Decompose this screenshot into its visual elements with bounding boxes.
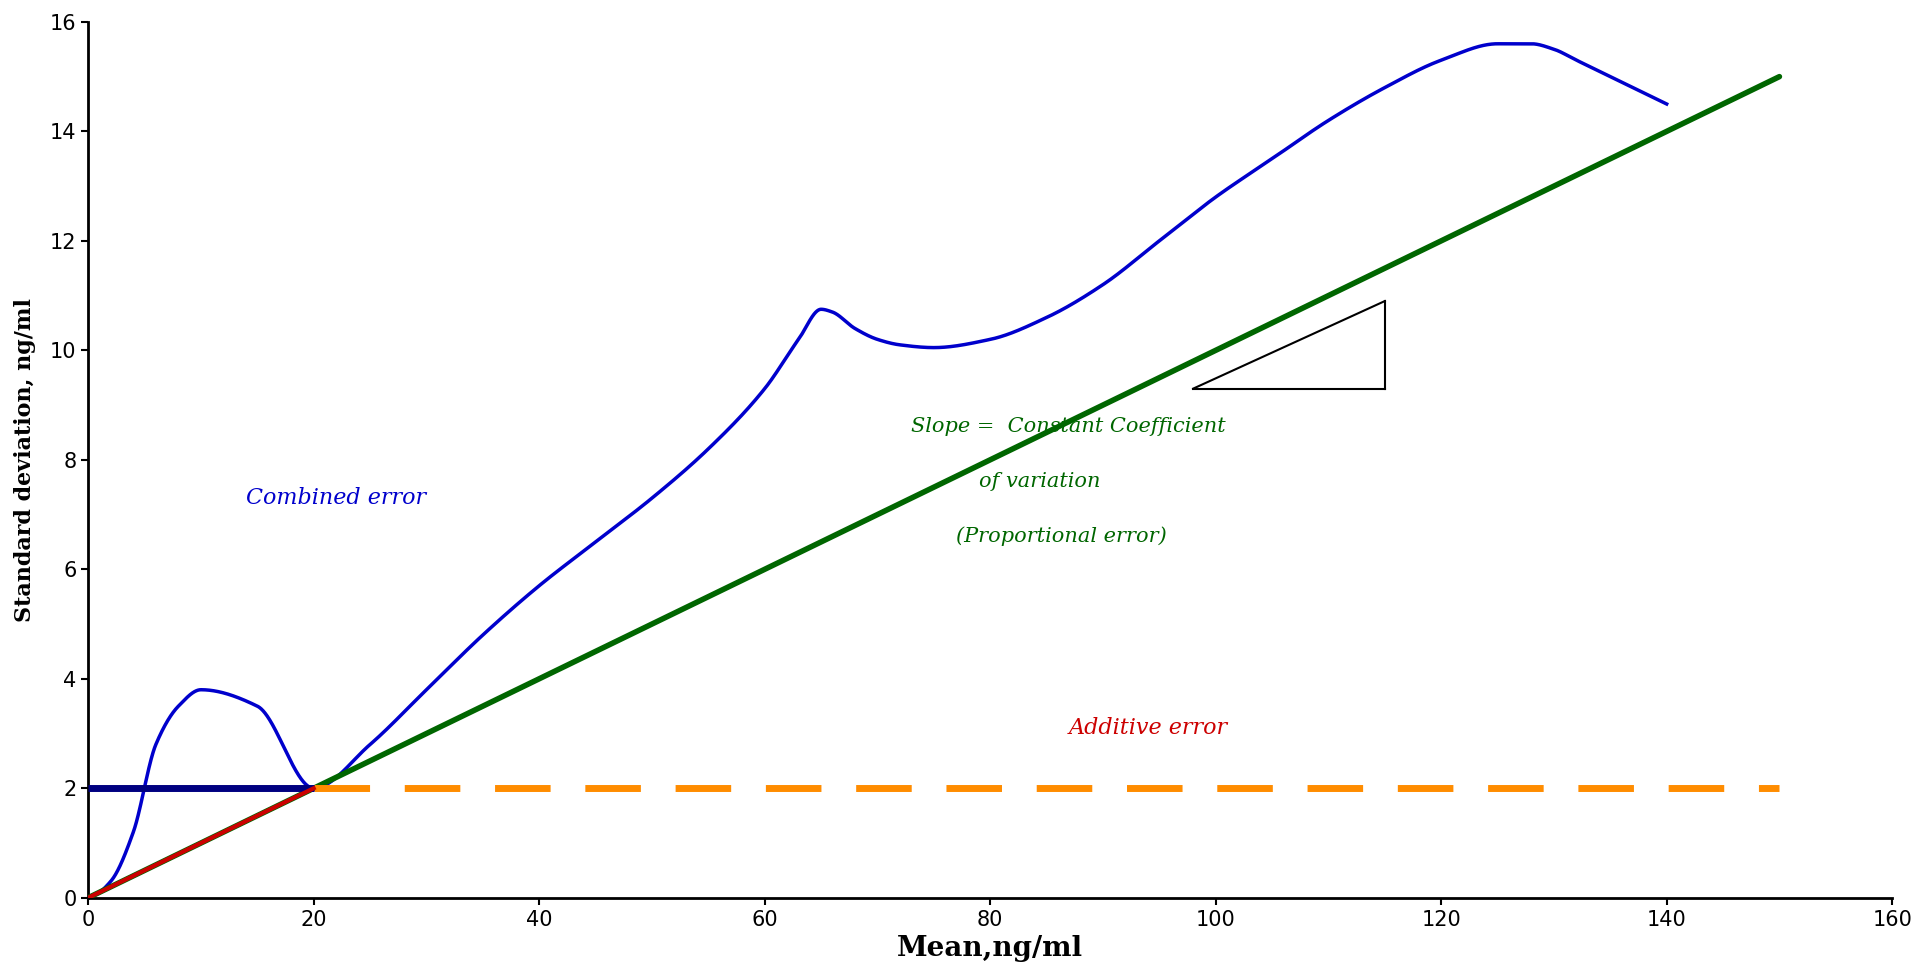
Text: Combined error: Combined error [247, 487, 426, 508]
Text: Slope =  Constant Coefficient: Slope = Constant Coefficient [911, 418, 1225, 436]
Text: Additive error: Additive error [1069, 716, 1229, 739]
Y-axis label: Standard deviation, ng/ml: Standard deviation, ng/ml [13, 298, 37, 622]
X-axis label: Mean,ng/ml: Mean,ng/ml [898, 935, 1082, 962]
Text: (Proportional error): (Proportional error) [957, 526, 1167, 546]
Text: of variation: of variation [978, 472, 1100, 491]
